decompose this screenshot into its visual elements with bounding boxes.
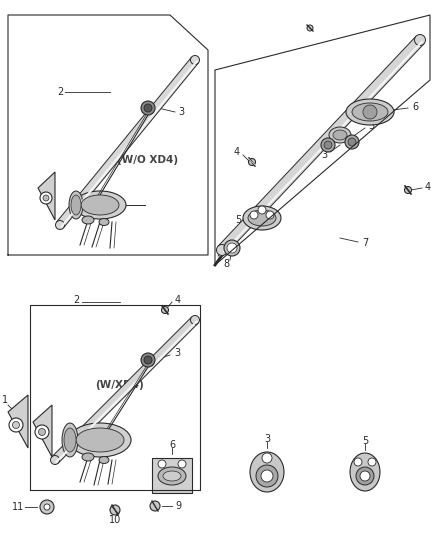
Ellipse shape: [69, 423, 131, 457]
Circle shape: [178, 460, 186, 468]
Text: 7: 7: [362, 238, 368, 248]
Text: 9: 9: [175, 501, 181, 511]
Ellipse shape: [352, 103, 388, 121]
Circle shape: [324, 141, 332, 149]
Ellipse shape: [163, 471, 181, 481]
Text: 3: 3: [264, 434, 270, 444]
Circle shape: [141, 101, 155, 115]
Circle shape: [13, 422, 20, 429]
Ellipse shape: [243, 206, 281, 230]
Circle shape: [227, 243, 237, 253]
Ellipse shape: [158, 467, 186, 485]
Ellipse shape: [62, 423, 78, 457]
Circle shape: [44, 504, 50, 510]
Ellipse shape: [350, 453, 380, 491]
Circle shape: [216, 245, 227, 255]
Circle shape: [40, 192, 52, 204]
Circle shape: [40, 500, 54, 514]
Text: (W/XD4): (W/XD4): [95, 380, 145, 390]
Ellipse shape: [82, 453, 94, 461]
Circle shape: [35, 425, 49, 439]
Text: 1: 1: [2, 395, 8, 405]
Circle shape: [224, 240, 240, 256]
Text: 4: 4: [175, 295, 181, 305]
Ellipse shape: [71, 195, 81, 215]
Ellipse shape: [329, 127, 351, 143]
Circle shape: [39, 429, 46, 435]
Text: 3: 3: [174, 348, 180, 358]
Circle shape: [345, 135, 359, 149]
Circle shape: [405, 187, 411, 193]
Circle shape: [110, 505, 120, 515]
Ellipse shape: [81, 195, 119, 215]
Circle shape: [191, 316, 199, 325]
Circle shape: [261, 470, 273, 482]
Text: 8: 8: [223, 259, 229, 269]
Ellipse shape: [76, 428, 124, 452]
Text: 4: 4: [234, 147, 240, 157]
Circle shape: [9, 418, 23, 432]
Circle shape: [266, 211, 274, 219]
Circle shape: [414, 35, 425, 45]
Circle shape: [250, 211, 258, 219]
Text: 3: 3: [178, 107, 184, 117]
Circle shape: [141, 353, 155, 367]
Polygon shape: [218, 36, 424, 254]
Text: 5: 5: [368, 121, 374, 131]
Circle shape: [43, 195, 49, 201]
Circle shape: [348, 138, 356, 146]
Ellipse shape: [333, 130, 347, 140]
Polygon shape: [8, 395, 28, 448]
Ellipse shape: [69, 191, 83, 219]
Circle shape: [307, 25, 313, 31]
Text: 2: 2: [57, 87, 63, 97]
Polygon shape: [38, 172, 55, 220]
Circle shape: [363, 105, 377, 119]
Circle shape: [248, 158, 255, 166]
Text: 5: 5: [235, 215, 241, 225]
Ellipse shape: [82, 216, 94, 224]
Polygon shape: [57, 57, 198, 228]
Polygon shape: [33, 405, 52, 457]
Circle shape: [56, 221, 64, 230]
Text: 5: 5: [362, 436, 368, 446]
Ellipse shape: [99, 219, 109, 225]
Circle shape: [354, 458, 362, 466]
Circle shape: [321, 138, 335, 152]
Text: 4: 4: [425, 182, 431, 192]
Text: 3: 3: [321, 150, 327, 160]
Text: 6: 6: [169, 440, 175, 450]
Circle shape: [50, 456, 60, 464]
Ellipse shape: [256, 465, 278, 487]
Text: (W/O XD4): (W/O XD4): [117, 155, 179, 165]
Text: 11: 11: [12, 502, 24, 512]
Ellipse shape: [74, 191, 126, 219]
Circle shape: [191, 55, 199, 64]
Circle shape: [144, 356, 152, 364]
Polygon shape: [52, 317, 198, 463]
Ellipse shape: [99, 456, 109, 464]
Bar: [152, 458, 192, 493]
Circle shape: [144, 104, 152, 112]
Circle shape: [360, 471, 370, 481]
Text: 6: 6: [412, 102, 418, 112]
Circle shape: [258, 206, 266, 214]
Circle shape: [162, 306, 169, 313]
Circle shape: [368, 458, 376, 466]
Ellipse shape: [346, 99, 394, 125]
Circle shape: [158, 460, 166, 468]
Circle shape: [262, 453, 272, 463]
Text: 2: 2: [73, 295, 79, 305]
Ellipse shape: [356, 467, 374, 485]
Ellipse shape: [64, 428, 76, 452]
Circle shape: [150, 501, 160, 511]
Ellipse shape: [250, 452, 284, 492]
Text: 10: 10: [109, 515, 121, 525]
Ellipse shape: [248, 210, 276, 226]
